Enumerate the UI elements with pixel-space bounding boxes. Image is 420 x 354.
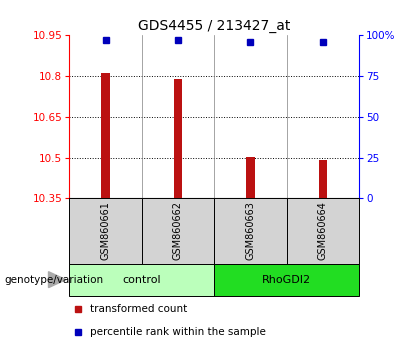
Title: GDS4455 / 213427_at: GDS4455 / 213427_at: [138, 19, 290, 33]
Bar: [214, 198, 286, 264]
Text: control: control: [123, 275, 161, 285]
Text: GSM860662: GSM860662: [173, 201, 183, 261]
Text: GSM860664: GSM860664: [318, 201, 328, 261]
Text: percentile rank within the sample: percentile rank within the sample: [89, 327, 265, 337]
Bar: [286, 198, 359, 264]
Text: GSM860661: GSM860661: [100, 201, 110, 261]
Bar: [246, 157, 255, 198]
Text: GSM860663: GSM860663: [245, 201, 255, 261]
Bar: [101, 73, 110, 198]
Polygon shape: [49, 272, 66, 287]
Bar: [142, 198, 214, 264]
Bar: [69, 264, 214, 296]
Bar: [318, 160, 327, 198]
Text: genotype/variation: genotype/variation: [4, 275, 103, 285]
Text: transformed count: transformed count: [89, 304, 187, 314]
Bar: [214, 264, 359, 296]
Text: RhoGDI2: RhoGDI2: [262, 275, 311, 285]
Bar: [173, 79, 182, 198]
Bar: [69, 198, 142, 264]
